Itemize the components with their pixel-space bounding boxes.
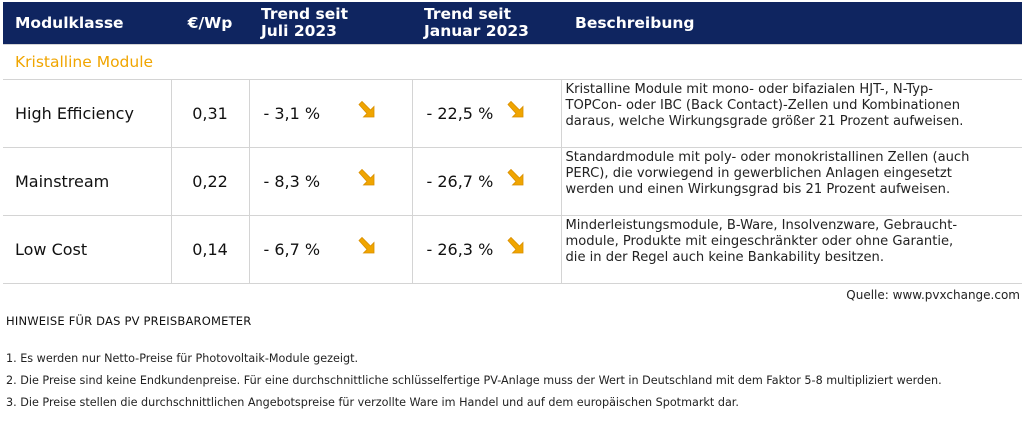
trend-jan-value: - 26,7 %: [426, 172, 494, 191]
trend-jan-cell: - 22,5 %: [411, 79, 562, 148]
module-description: Kristalline Module mit mono- oder bifazi…: [560, 79, 1022, 148]
header-price: €/Wp: [171, 2, 249, 45]
module-class: Low Cost: [3, 215, 172, 284]
table-row: Low Cost 0,14 - 6,7 % - 26,3 % Minderlei…: [3, 215, 1022, 284]
trend-jan-cell: - 26,7 %: [411, 147, 562, 216]
header-trend-jul-line2: Juli 2023: [261, 22, 337, 40]
trend-jan-value: - 26,3 %: [426, 240, 494, 259]
trend-jul-cell: - 3,1 %: [248, 79, 413, 148]
source-caption: Quelle: www.pvxchange.com: [846, 288, 1020, 302]
arrow-down-right-icon: [357, 100, 374, 118]
arrow-down-right-icon: [357, 236, 374, 254]
trend-jan-value: - 22,5 %: [426, 104, 494, 123]
arrow-down-right-icon: [506, 236, 523, 254]
price-table: Modulklasse €/Wp Trend seit Juli 2023 Tr…: [3, 2, 1022, 284]
trend-jan-cell: - 26,3 %: [411, 215, 562, 284]
trend-jul-cell: - 6,7 %: [248, 215, 413, 284]
price-value: 0,31: [170, 79, 250, 148]
header-trend-jul-line1: Trend seit: [261, 5, 349, 23]
module-description: Standardmodule mit poly- oder monokrista…: [560, 147, 1022, 216]
section-row: Kristalline Module: [3, 44, 1022, 80]
header-beschreibung: Beschreibung: [561, 2, 1022, 45]
arrow-down-right-icon: [357, 168, 374, 186]
trend-jul-value: - 8,3 %: [263, 172, 321, 191]
arrow-down-right-icon: [506, 100, 523, 118]
trend-jul-value: - 3,1 %: [263, 104, 321, 123]
price-value: 0,14: [170, 215, 250, 284]
header-modulklasse: Modulklasse: [3, 2, 171, 45]
note-item: 1. Es werden nur Netto-Preise für Photov…: [6, 352, 359, 365]
table-row: Mainstream 0,22 - 8,3 % - 26,7 % Standar…: [3, 147, 1022, 216]
price-table-container: Modulklasse €/Wp Trend seit Juli 2023 Tr…: [3, 2, 1022, 284]
module-class: Mainstream: [3, 147, 172, 216]
notes-title: HINWEISE FÜR DAS PV PREISBAROMETER: [6, 314, 252, 328]
table-header-row: Modulklasse €/Wp Trend seit Juli 2023 Tr…: [3, 2, 1022, 45]
section-label: Kristalline Module: [3, 44, 1022, 80]
note-item: 3. Die Preise stellen die durchschnittli…: [6, 396, 739, 409]
arrow-down-right-icon: [506, 168, 523, 186]
table-row: High Efficiency 0,31 - 3,1 % - 22,5 % Kr…: [3, 79, 1022, 148]
header-trend-jul: Trend seit Juli 2023: [249, 2, 412, 45]
header-trend-jan-line2: Januar 2023: [424, 22, 529, 40]
header-trend-jan: Trend seit Januar 2023: [412, 2, 561, 45]
header-trend-jan-line1: Trend seit: [424, 5, 512, 23]
trend-jul-value: - 6,7 %: [263, 240, 321, 259]
price-value: 0,22: [170, 147, 250, 216]
module-description: Minderleistungsmodule, B-Ware, Insolvenz…: [560, 215, 1022, 284]
module-class: High Efficiency: [3, 79, 172, 148]
trend-jul-cell: - 8,3 %: [248, 147, 413, 216]
note-item: 2. Die Preise sind keine Endkundenpreise…: [6, 374, 942, 387]
notes-list: 1. Es werden nur Netto-Preise für Photov…: [6, 352, 942, 418]
